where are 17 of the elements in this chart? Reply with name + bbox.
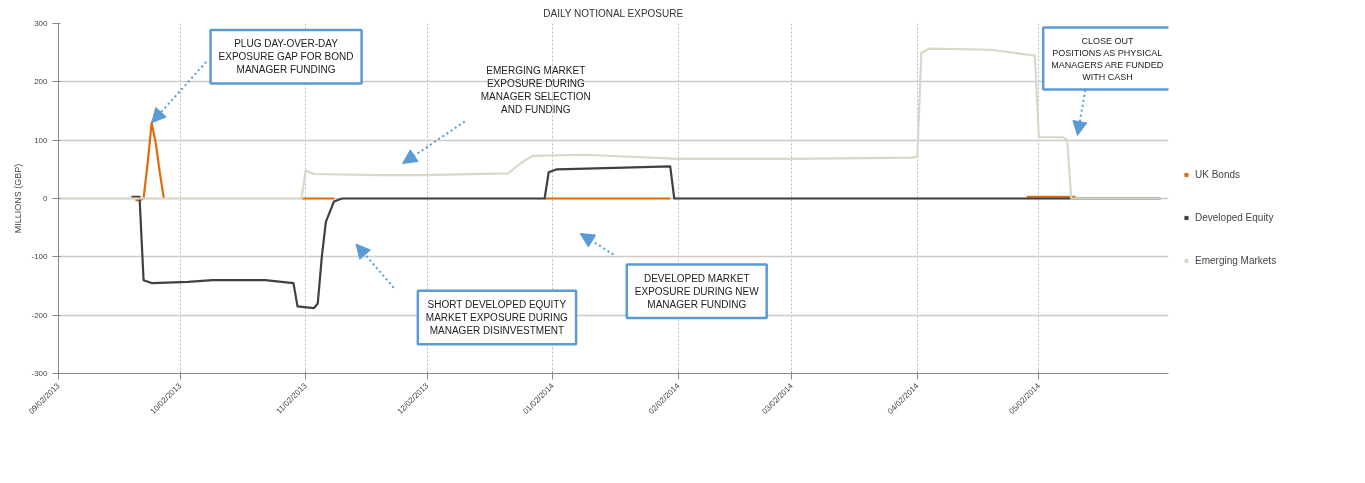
y-tick-label: -200 <box>31 310 49 320</box>
y-tick-label: 300 <box>34 19 49 28</box>
annotation: SHORT DEVELOPED EQUITY MARKET EXPOSURE DURING MANAGER DISINVESTMENT <box>425 298 569 337</box>
legend-label: UK Bonds <box>1195 168 1241 180</box>
y-axis-title: MILLIONS (GBP) <box>13 163 24 234</box>
chart-title: DAILY NOTIONAL EXPOSURE <box>543 7 684 19</box>
legend-label: Emerging Markets <box>1195 254 1277 266</box>
annotation: PLUG DAY-OVER-DAY EXPOSURE GAP FOR BOND MANAGER FUNDING <box>218 38 354 76</box>
y-tick-label: 200 <box>34 77 49 87</box>
y-tick-label: 100 <box>34 135 49 145</box>
y-tick-label: -300 <box>31 369 49 378</box>
annotation: DEVELOPED MARKET EXPOSURE DURING NEW MANAGER FUNDING <box>634 272 760 310</box>
annotation: EMERGING MARKET EXPOSURE DURING MANAGER SELECTION AND FUNDING <box>480 64 591 116</box>
y-tick-label: 0 <box>43 194 49 203</box>
y-tick-label: -100 <box>31 252 49 262</box>
annotation: CLOSE OUT POSITIONS AS PHYSICAL MANAGERS ARE FUNDED WITH CASH <box>1051 35 1164 82</box>
legend-label: Developed Equity <box>1195 211 1274 223</box>
